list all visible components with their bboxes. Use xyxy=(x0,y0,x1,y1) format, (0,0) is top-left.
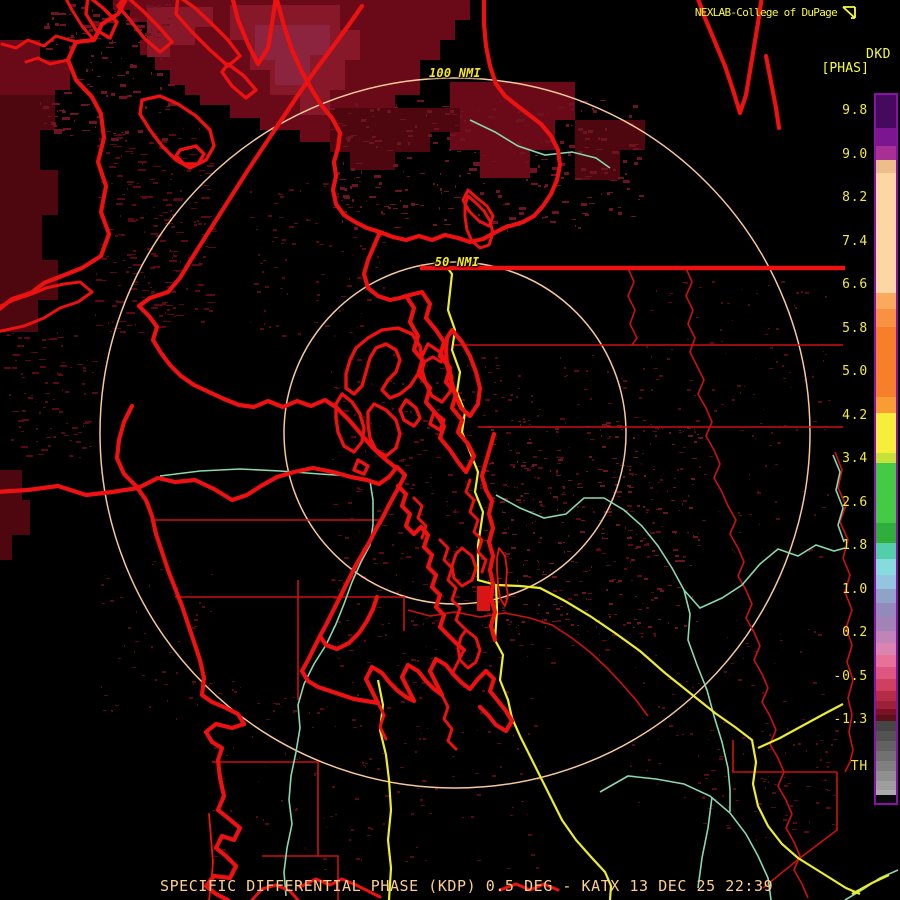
color-scale-tick: 2.6 xyxy=(842,494,868,510)
color-scale-segment xyxy=(876,146,896,160)
color-scale-segment xyxy=(876,397,896,413)
color-scale-tick: 9.0 xyxy=(842,146,868,162)
color-scale-tick: -0.5 xyxy=(833,668,868,684)
color-scale-segment xyxy=(876,559,896,575)
color-scale-segment xyxy=(876,160,896,173)
color-scale-tick: 7.4 xyxy=(842,233,868,249)
color-scale-segment xyxy=(876,709,896,715)
color-scale-tick: 5.0 xyxy=(842,364,868,379)
color-scale-segment xyxy=(876,691,896,701)
color-scale-tick: 9.8 xyxy=(842,103,868,118)
color-scale-segment xyxy=(876,128,896,146)
color-scale-tick: 1.8 xyxy=(842,538,868,553)
color-scale-segment xyxy=(876,643,896,655)
color-scale-segment xyxy=(876,173,896,293)
color-scale-segment xyxy=(876,293,896,309)
color-scale-segment xyxy=(876,795,896,803)
color-scale-segment xyxy=(876,667,896,679)
color-scale-segment xyxy=(876,413,896,453)
city-fill xyxy=(477,586,490,611)
color-scale-segment xyxy=(876,741,896,751)
color-scale-segment xyxy=(876,575,896,589)
radar-echo-layer xyxy=(0,0,839,870)
color-scale-segment xyxy=(876,679,896,691)
product-code-label: DKD xyxy=(866,47,891,62)
color-scale-segment xyxy=(876,523,896,543)
coastlines-layer xyxy=(0,0,782,900)
range-ring xyxy=(283,261,627,605)
color-scale-segment xyxy=(876,715,896,721)
color-scale-tick: 1.0 xyxy=(842,581,868,597)
color-scale-segment xyxy=(876,309,896,327)
color-scale-tick: 4.2 xyxy=(842,407,868,423)
product-units-label: [PHAS] xyxy=(821,61,869,76)
color-scale-tick: 8.2 xyxy=(842,190,868,205)
color-scale-segment xyxy=(876,701,896,709)
color-scale-segment xyxy=(876,327,896,397)
color-scale-tick: -1.3 xyxy=(833,712,868,727)
color-scale-segment xyxy=(876,453,896,463)
app-title-text: NEXLAB-College of DuPage xyxy=(694,6,838,19)
color-scale-segment xyxy=(876,617,896,631)
color-scale-segment xyxy=(876,543,896,559)
color-scale-segment xyxy=(876,655,896,667)
color-scale-segment xyxy=(876,95,896,128)
color-scale-segment xyxy=(876,781,896,790)
status-bar-text: SPECIFIC DIFFERENTIAL PHASE (KDP) 0.5 DE… xyxy=(160,877,774,895)
range-ring-label-100nmi: 100 NMI xyxy=(429,66,481,80)
color-scale-tick: 6.6 xyxy=(842,277,868,292)
color-scale-segment xyxy=(876,721,896,731)
color-scale-segment xyxy=(876,751,896,761)
color-scale-segment xyxy=(876,771,896,781)
color-scale-bar xyxy=(874,93,898,805)
color-scale-segment xyxy=(876,731,896,741)
rivers-layer xyxy=(159,119,899,900)
color-scale-tick: 3.4 xyxy=(842,451,868,466)
color-scale-segment xyxy=(876,463,896,523)
threshold-label: TH xyxy=(850,759,868,774)
range-ring-label-50nmi: 50 NMI xyxy=(434,255,480,269)
color-scale-segment xyxy=(876,589,896,603)
range-ring xyxy=(99,77,811,789)
county-boundaries xyxy=(155,267,854,900)
color-scale-segment xyxy=(876,790,896,795)
color-scale-segment xyxy=(876,603,896,617)
color-scale-tick: 0.2 xyxy=(842,625,868,640)
color-scale-segment xyxy=(876,631,896,643)
app-title: NEXLAB-College of DuPage xyxy=(695,5,857,20)
color-scale-segment xyxy=(876,761,896,771)
color-scale-tick: 5.8 xyxy=(842,320,868,336)
cod-logo-icon xyxy=(842,6,856,19)
